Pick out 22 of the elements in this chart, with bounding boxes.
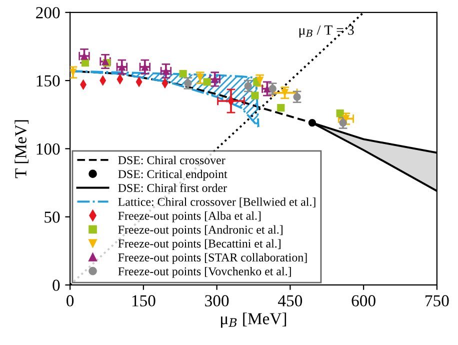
legend-label: Freeze-out points [Alba et al.] <box>118 211 261 222</box>
y-tick-label: 100 <box>36 143 60 155</box>
y-tick-label: 0 <box>52 280 60 291</box>
x-tick-label: 450 <box>278 295 302 306</box>
x-tick-label: 150 <box>132 295 156 306</box>
x-tick-label: 0 <box>66 295 74 306</box>
y-tick-label: 200 <box>36 7 60 18</box>
legend-label: Freeze-out points [STAR collaboration] <box>118 253 307 264</box>
legend-label: Freeze-out points [Andronic et al.] <box>118 225 282 236</box>
x-tick-label: 600 <box>352 295 376 306</box>
legend-label: DSE: Chiral first order <box>118 184 227 192</box>
y-tick-label: 150 <box>36 75 60 87</box>
y-tick-label: 50 <box>44 212 60 223</box>
x-tick-label: 750 <box>426 295 449 306</box>
x-tick-label: 300 <box>205 295 229 306</box>
legend-label: DSE: Chiral crossover <box>118 156 226 164</box>
legend-label: Freeze-out points [Vovchenko et al.] <box>118 266 291 278</box>
legend-label: DSE: Critical endpoint <box>118 170 228 181</box>
x-axis-title: μ$_{B}$ [MeV] <box>221 312 286 328</box>
y-axis-title: T [MeV] <box>14 120 28 178</box>
legend-label: Freeze-out points [Becattini et al.] <box>118 239 280 250</box>
legend-label: Lattice: Chiral crossover [Bellwied et al.] <box>118 198 316 208</box>
